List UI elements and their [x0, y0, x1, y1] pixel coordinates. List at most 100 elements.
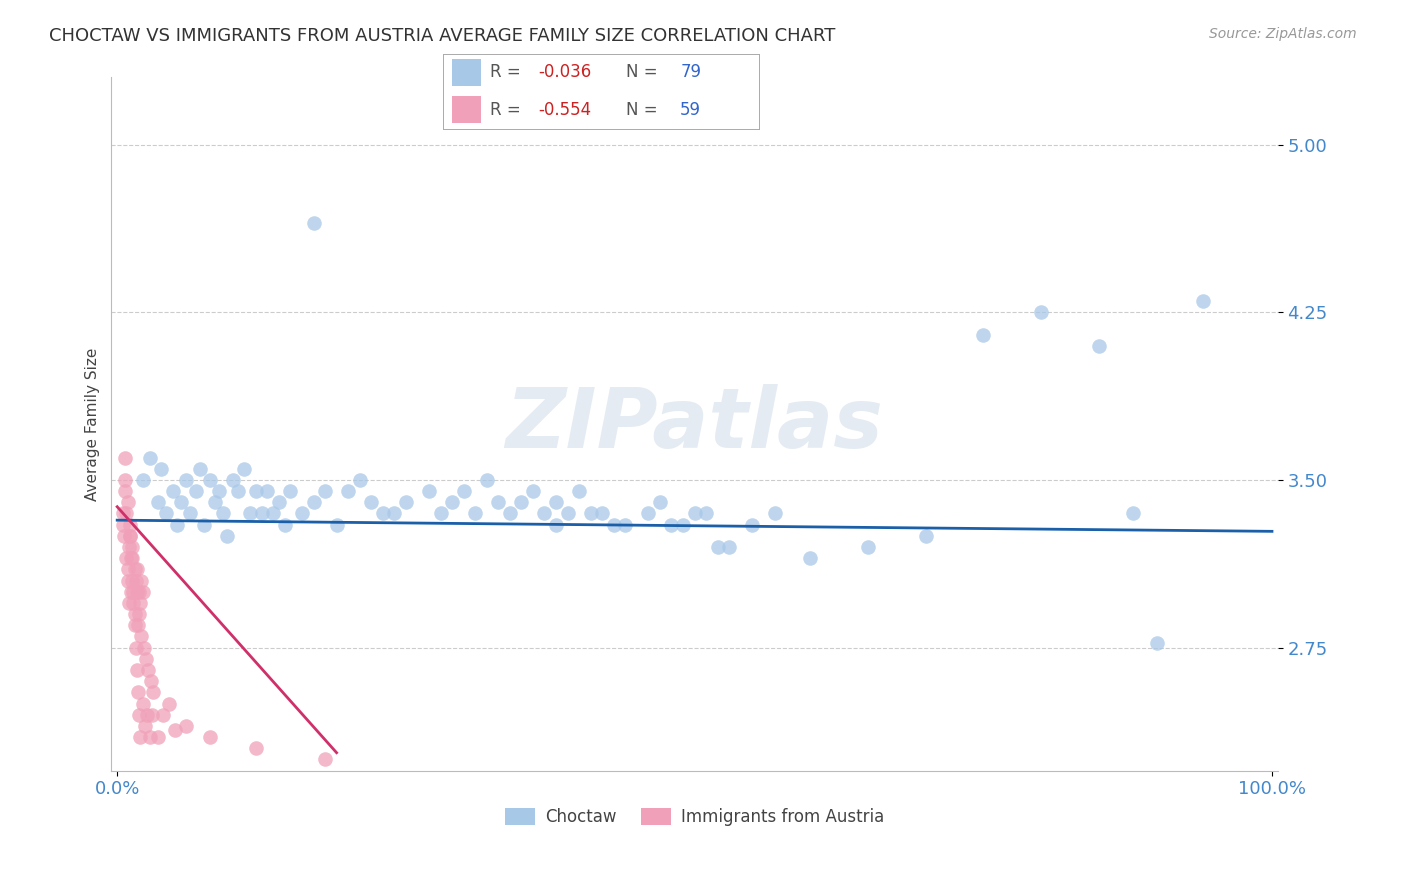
- Point: [648, 495, 671, 509]
- Point: [114, 473, 136, 487]
- Point: [138, 730, 160, 744]
- Point: [1146, 636, 1168, 650]
- Point: [233, 461, 256, 475]
- Y-axis label: Average Family Size: Average Family Size: [86, 347, 100, 500]
- Point: [125, 663, 148, 677]
- Point: [128, 584, 150, 599]
- Point: [163, 723, 186, 738]
- Point: [117, 495, 139, 509]
- Point: [914, 529, 936, 543]
- Point: [184, 484, 207, 499]
- Point: [198, 473, 221, 487]
- Point: [741, 517, 763, 532]
- Point: [765, 507, 787, 521]
- Point: [245, 484, 267, 499]
- Point: [138, 663, 160, 677]
- Point: [170, 495, 193, 509]
- Point: [118, 517, 141, 532]
- Point: [1191, 293, 1213, 308]
- Text: -0.554: -0.554: [537, 101, 591, 119]
- Point: [131, 574, 153, 588]
- Point: [475, 473, 498, 487]
- Point: [706, 540, 728, 554]
- Point: [314, 484, 336, 499]
- Point: [1029, 305, 1052, 319]
- Point: [122, 584, 145, 599]
- Point: [120, 584, 142, 599]
- Point: [131, 697, 153, 711]
- Point: [360, 495, 382, 509]
- Point: [204, 495, 226, 509]
- Point: [176, 473, 198, 487]
- Point: [121, 540, 143, 554]
- Point: [395, 495, 418, 509]
- Point: [150, 461, 173, 475]
- Point: [139, 674, 162, 689]
- Point: [799, 551, 821, 566]
- Point: [162, 484, 184, 499]
- Point: [121, 574, 143, 588]
- Point: [273, 517, 295, 532]
- Point: [349, 473, 371, 487]
- Point: [245, 741, 267, 756]
- Point: [124, 607, 146, 621]
- Point: [188, 461, 211, 475]
- Point: [302, 216, 325, 230]
- Point: [267, 495, 290, 509]
- Point: [533, 507, 555, 521]
- Point: [212, 507, 235, 521]
- Point: [117, 562, 139, 576]
- Point: [124, 640, 146, 655]
- Point: [131, 629, 153, 643]
- Text: 79: 79: [681, 63, 702, 81]
- Point: [208, 484, 231, 499]
- Point: [131, 584, 153, 599]
- Point: [239, 507, 262, 521]
- Point: [557, 507, 579, 521]
- Bar: [453, 96, 481, 123]
- Point: [568, 484, 591, 499]
- Point: [134, 719, 156, 733]
- Point: [131, 473, 153, 487]
- Point: [152, 707, 174, 722]
- Text: CHOCTAW VS IMMIGRANTS FROM AUSTRIA AVERAGE FAMILY SIZE CORRELATION CHART: CHOCTAW VS IMMIGRANTS FROM AUSTRIA AVERA…: [49, 27, 835, 45]
- Point: [193, 517, 215, 532]
- Point: [695, 507, 717, 521]
- Point: [591, 507, 613, 521]
- Text: -0.036: -0.036: [537, 63, 591, 81]
- Point: [672, 517, 695, 532]
- Point: [115, 551, 138, 566]
- Point: [510, 495, 533, 509]
- Point: [146, 730, 169, 744]
- Text: R =: R =: [491, 101, 526, 119]
- Point: [111, 507, 134, 521]
- Point: [262, 507, 284, 521]
- Text: R =: R =: [491, 63, 526, 81]
- Point: [179, 507, 201, 521]
- Point: [464, 507, 486, 521]
- Point: [128, 707, 150, 722]
- Point: [124, 574, 146, 588]
- Point: [302, 495, 325, 509]
- Point: [522, 484, 544, 499]
- Point: [166, 517, 188, 532]
- Point: [127, 685, 149, 699]
- Text: Source: ZipAtlas.com: Source: ZipAtlas.com: [1209, 27, 1357, 41]
- Text: ZIPatlas: ZIPatlas: [506, 384, 883, 465]
- Point: [125, 584, 148, 599]
- Point: [124, 618, 146, 632]
- Point: [486, 495, 509, 509]
- Point: [125, 562, 148, 576]
- Point: [124, 562, 146, 576]
- Point: [111, 517, 134, 532]
- Point: [135, 652, 157, 666]
- Point: [337, 484, 360, 499]
- Point: [291, 507, 314, 521]
- Point: [418, 484, 440, 499]
- Point: [120, 551, 142, 566]
- Text: 59: 59: [681, 101, 702, 119]
- Point: [250, 507, 273, 521]
- Point: [215, 529, 238, 543]
- Point: [429, 507, 451, 521]
- Point: [1087, 339, 1109, 353]
